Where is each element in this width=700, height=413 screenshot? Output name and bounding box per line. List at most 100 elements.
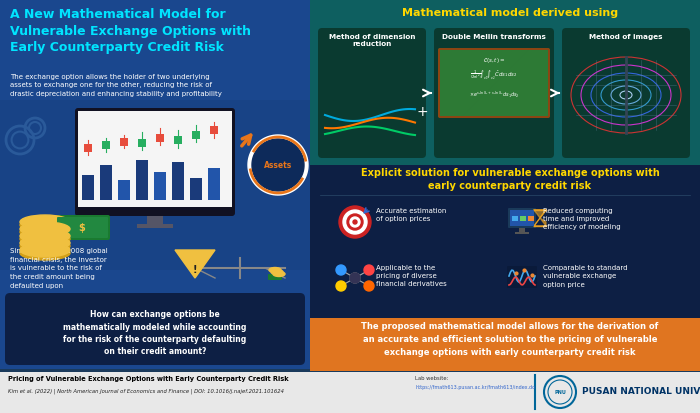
Bar [138, 139, 146, 147]
Ellipse shape [20, 232, 70, 246]
FancyBboxPatch shape [318, 28, 426, 158]
Ellipse shape [20, 236, 70, 250]
Bar [0, 0, 310, 371]
FancyBboxPatch shape [434, 28, 554, 158]
Ellipse shape [20, 229, 70, 243]
Text: Applicable to the
pricing of diverse
financial derivatives: Applicable to the pricing of diverse fin… [376, 265, 447, 287]
Bar [520, 216, 526, 221]
Text: Comparable to standard
vulnerable exchange
option price: Comparable to standard vulnerable exchan… [543, 265, 627, 287]
FancyBboxPatch shape [507, 266, 537, 288]
Bar [78, 111, 232, 207]
Text: $\mathcal{C}(s,t)=$: $\mathcal{C}(s,t)=$ [483, 56, 505, 65]
Bar [0, 0, 310, 371]
Bar [174, 136, 182, 144]
Bar [136, 160, 148, 200]
Bar [100, 165, 112, 200]
Bar [137, 224, 173, 228]
Bar [512, 216, 518, 221]
Ellipse shape [269, 268, 281, 273]
Bar [519, 228, 525, 232]
Ellipse shape [20, 225, 70, 239]
Text: PNU: PNU [554, 389, 566, 394]
Polygon shape [175, 250, 215, 278]
Polygon shape [248, 135, 308, 195]
Bar [515, 232, 529, 234]
Circle shape [339, 206, 371, 238]
Bar [528, 216, 534, 221]
Text: Method of dimension
reduction: Method of dimension reduction [329, 34, 415, 47]
Text: How can exchange options be
mathematically modeled while accounting
for the risk: How can exchange options be mathematical… [63, 310, 246, 356]
Text: Double Mellin transforms: Double Mellin transforms [442, 34, 546, 40]
Polygon shape [540, 218, 546, 226]
Ellipse shape [20, 215, 70, 229]
Bar [208, 168, 220, 200]
Circle shape [350, 217, 360, 227]
FancyBboxPatch shape [57, 217, 108, 238]
Text: Accurate estimation
of option prices: Accurate estimation of option prices [376, 208, 447, 222]
Circle shape [353, 220, 357, 224]
FancyBboxPatch shape [75, 108, 235, 216]
Bar [440, 50, 548, 116]
Ellipse shape [20, 243, 70, 257]
Text: Lab website:: Lab website: [415, 376, 449, 381]
Bar [84, 144, 92, 152]
Bar [310, 318, 700, 371]
Ellipse shape [20, 218, 70, 232]
Text: !: ! [193, 265, 197, 275]
Bar [118, 180, 130, 200]
Ellipse shape [273, 271, 285, 276]
Text: Pricing of Vulnerable Exchange Options with Early Counterparty Credit Risk: Pricing of Vulnerable Exchange Options w… [8, 376, 288, 382]
Bar [102, 141, 110, 149]
Circle shape [350, 273, 360, 283]
Bar [154, 172, 166, 200]
Bar [190, 178, 202, 200]
FancyBboxPatch shape [508, 208, 536, 228]
Bar [147, 216, 163, 224]
Bar [441, 51, 547, 115]
Bar [0, 100, 310, 270]
Ellipse shape [271, 270, 283, 275]
Text: The proposed mathematical model allows for the derivation of
an accurate and eff: The proposed mathematical model allows f… [361, 322, 659, 357]
Text: +: + [416, 105, 428, 119]
Circle shape [336, 265, 346, 275]
Text: Kim et al. (2022) | North American Journal of Economics and Finance | DOI: 10.10: Kim et al. (2022) | North American Journ… [8, 388, 284, 394]
Bar [192, 131, 200, 139]
FancyBboxPatch shape [562, 28, 690, 158]
Ellipse shape [20, 246, 70, 260]
Bar [156, 134, 164, 142]
Text: $: $ [78, 223, 85, 233]
Text: $\frac{1}{(2\pi)^2}\int_{c_1}\!\int_{c_2}\hat{C}\,ds_1 ds_2$: $\frac{1}{(2\pi)^2}\int_{c_1}\!\int_{c_2… [470, 68, 517, 82]
Text: https://fmath613.pusan.ac.kr/fmath613/index.do: https://fmath613.pusan.ac.kr/fmath613/in… [415, 385, 535, 390]
Polygon shape [534, 210, 546, 218]
Text: Explicit solution for vulnerable exchange options with
early counterparty credit: Explicit solution for vulnerable exchang… [360, 168, 659, 191]
Text: Reduced computing
time and improved
efficiency of modeling: Reduced computing time and improved effi… [543, 208, 621, 230]
Circle shape [350, 273, 360, 283]
FancyBboxPatch shape [55, 215, 110, 240]
Bar [0, 371, 700, 413]
FancyBboxPatch shape [438, 48, 550, 118]
FancyBboxPatch shape [268, 274, 282, 280]
FancyBboxPatch shape [5, 293, 305, 365]
Polygon shape [252, 139, 304, 191]
Text: The exchange option allows the holder of two underlying
assets to exchange one f: The exchange option allows the holder of… [10, 74, 222, 97]
Bar [82, 175, 94, 200]
Bar [0, 369, 700, 372]
Text: PUSAN NATIONAL UNIVERSITY: PUSAN NATIONAL UNIVERSITY [582, 387, 700, 396]
Bar [310, 318, 700, 371]
Text: Since the 2007–2008 global
financial crisis, the investor
is vulnerable to the r: Since the 2007–2008 global financial cri… [10, 248, 108, 289]
Circle shape [343, 210, 367, 234]
Text: Mathematical model derived using: Mathematical model derived using [402, 8, 618, 18]
Text: Method of images: Method of images [589, 34, 663, 40]
Text: A New Mathematical Model for
Vulnerable Exchange Options with
Early Counterparty: A New Mathematical Model for Vulnerable … [10, 8, 251, 54]
Bar [310, 165, 700, 320]
Ellipse shape [20, 222, 70, 236]
FancyBboxPatch shape [438, 48, 550, 118]
Text: $\times e^{s_1\ln S_1+s_2\ln S_2}ds_1 ds_2$: $\times e^{s_1\ln S_1+s_2\ln S_2}ds_1 ds… [468, 90, 519, 100]
Bar [210, 126, 218, 134]
Circle shape [347, 214, 363, 230]
Bar [172, 162, 184, 200]
Bar [310, 0, 700, 165]
Bar [510, 210, 534, 226]
Bar [120, 138, 128, 146]
Circle shape [364, 281, 374, 291]
